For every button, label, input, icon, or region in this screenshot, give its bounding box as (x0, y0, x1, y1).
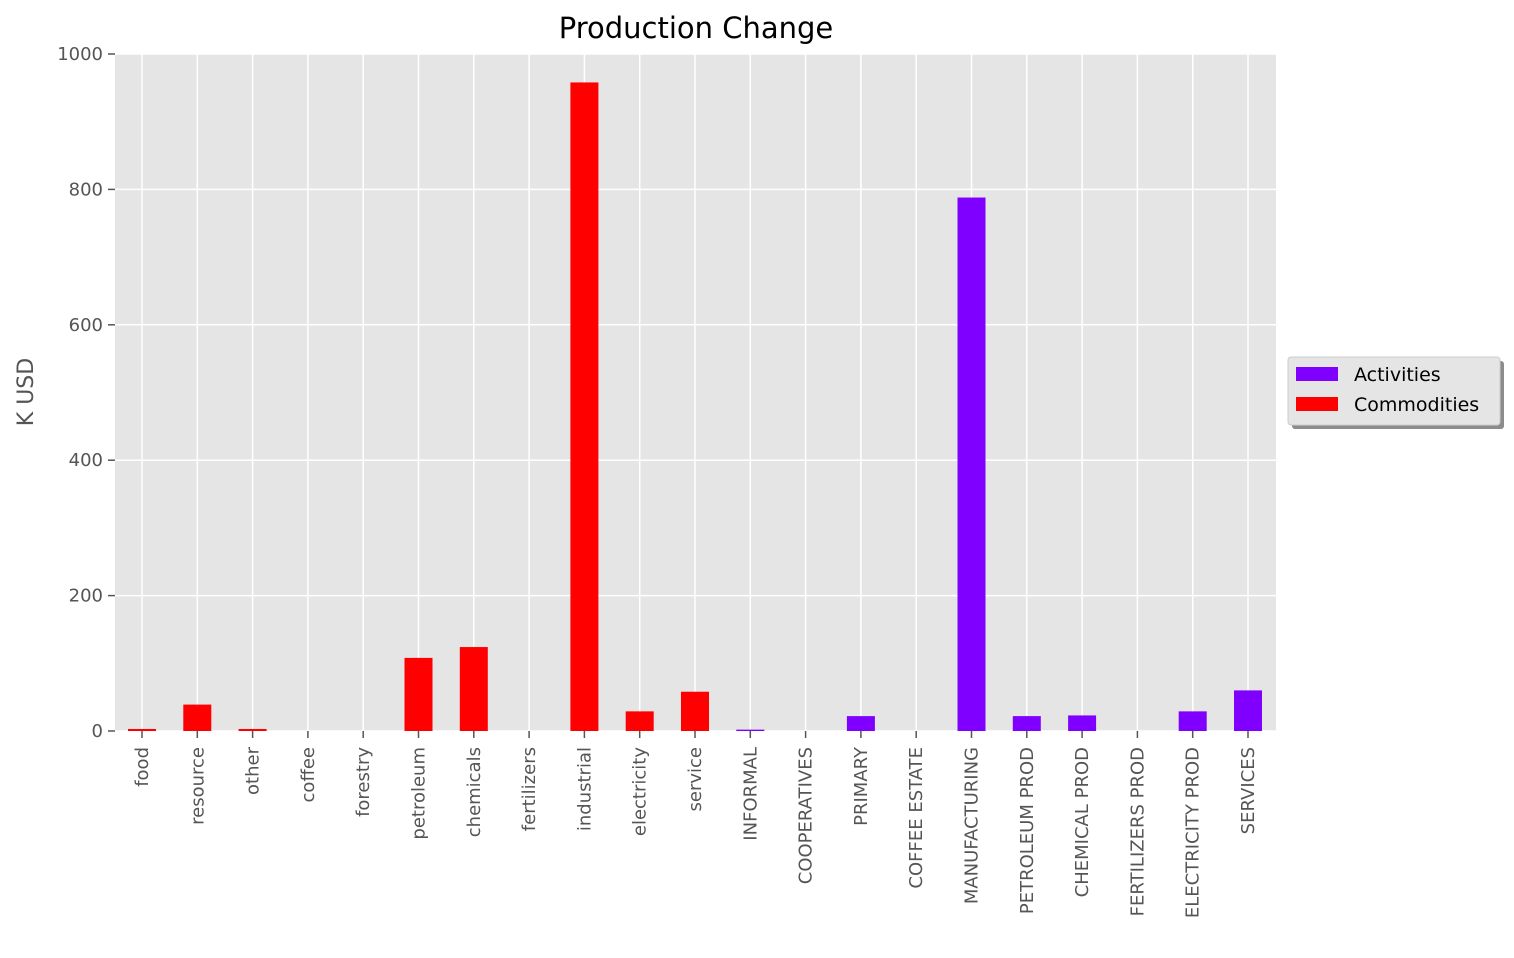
x-tick-label: industrial (574, 747, 595, 831)
chart-title: Production Change (559, 11, 834, 45)
x-tick-label: electricity (630, 747, 651, 836)
x-tick-label: ELECTRICITY PROD (1183, 747, 1204, 918)
bar-commodities-electricity (625, 711, 654, 731)
x-axis-ticks: food resource other coffee forestry petroleum… (132, 731, 1259, 918)
bars (128, 82, 1262, 732)
x-tick-label: coffee (298, 747, 319, 802)
bar-activities-informal (736, 729, 765, 731)
x-tick-label: chemicals (464, 747, 485, 837)
y-axis-ticks: 0 200 400 600 800 1000 (57, 44, 115, 742)
x-tick-label: COFFEE ESTATE (906, 747, 927, 889)
bar-commodities-industrial (570, 82, 599, 731)
bar-commodities-food (128, 728, 156, 731)
bar-activities-services (1234, 690, 1262, 731)
x-tick-label: PRIMARY (851, 746, 872, 826)
x-tick-label: PETROLEUM PROD (1017, 747, 1038, 914)
legend-label-activities: Activities (1354, 364, 1441, 386)
legend-label-commodities: Commodities (1354, 394, 1479, 416)
legend-box (1287, 356, 1501, 426)
legend: Activities Commodities (1287, 356, 1504, 429)
bar-activities-chemical-prod (1068, 715, 1097, 731)
x-tick-label: INFORMAL (740, 747, 761, 841)
bar-commodities-chemicals (459, 647, 488, 731)
x-tick-label: petroleum (409, 747, 430, 840)
bar-commodities-service (681, 691, 709, 731)
x-tick-label: COOPERATIVES (796, 747, 817, 884)
y-tick-label: 600 (69, 315, 103, 336)
x-tick-label: forestry (353, 747, 374, 817)
y-tick-label: 400 (69, 450, 103, 471)
y-tick-label: 800 (69, 179, 103, 200)
bar-commodities-other (238, 728, 267, 731)
bar-commodities-resource (183, 704, 212, 731)
x-tick-label: other (243, 746, 264, 795)
x-tick-label: service (685, 747, 706, 811)
x-tick-label: resource (187, 747, 208, 825)
x-tick-label: FERTILIZERS PROD (1127, 747, 1148, 916)
bar-activities-electricity-prod (1178, 711, 1207, 731)
y-tick-label: 200 (69, 586, 103, 607)
x-tick-label: MANUFACTURING (962, 747, 983, 904)
bar-activities-manufacturing (957, 197, 986, 732)
bar-activities-primary (846, 716, 875, 731)
bar-commodities-petroleum (404, 657, 433, 731)
x-tick-label: CHEMICAL PROD (1072, 747, 1093, 897)
bar-activities-petroleum-prod (1012, 716, 1041, 731)
legend-swatch-activities (1296, 367, 1338, 381)
y-tick-label: 0 (92, 721, 103, 742)
x-tick-label: SERVICES (1238, 747, 1259, 834)
y-tick-label: 1000 (57, 44, 103, 65)
y-axis-label: K USD (14, 358, 39, 426)
x-tick-label: fertilizers (519, 747, 540, 831)
x-tick-label: food (132, 747, 153, 787)
legend-swatch-commodities (1296, 397, 1338, 411)
